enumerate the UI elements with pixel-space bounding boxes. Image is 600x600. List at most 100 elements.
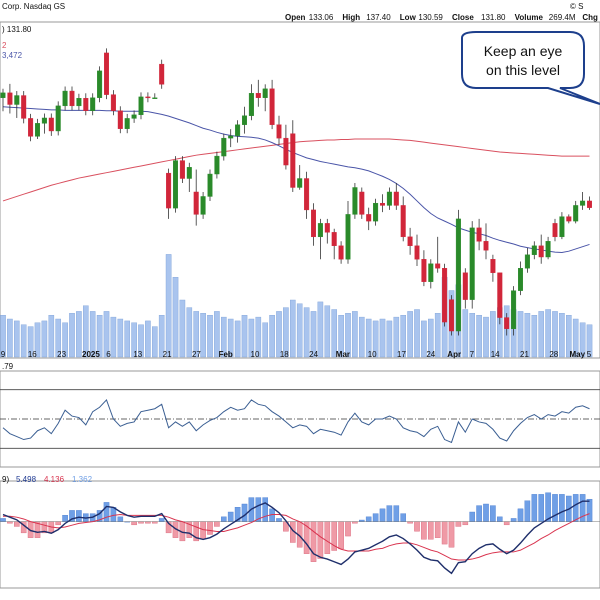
rsi-indicator bbox=[0, 389, 600, 449]
candle-up bbox=[124, 118, 130, 129]
volume-bar bbox=[89, 311, 96, 358]
candle-down bbox=[552, 223, 558, 238]
volume-bar bbox=[276, 311, 282, 358]
candle-up bbox=[76, 98, 82, 107]
ohlc-readout: Open 133.06 High 137.40 Low 130.59 Close 131.80… bbox=[285, 13, 598, 22]
x-tick-label: 10 bbox=[368, 350, 377, 359]
x-tick-label: 24 bbox=[309, 350, 318, 359]
candle-up bbox=[241, 115, 247, 125]
macd-histogram-bar bbox=[220, 516, 227, 522]
macd-histogram-bar bbox=[559, 494, 565, 522]
volume-bar bbox=[586, 324, 593, 358]
candle-down bbox=[421, 259, 427, 282]
candle-down bbox=[338, 245, 344, 260]
macd-histogram-bar bbox=[372, 513, 379, 522]
candle-down bbox=[587, 200, 593, 208]
candle-up bbox=[55, 105, 61, 132]
ohlc-label-5: Chg bbox=[582, 13, 598, 22]
rsi-panel bbox=[0, 370, 600, 468]
candle-up bbox=[345, 214, 351, 260]
volume-bar bbox=[220, 316, 227, 358]
callout-line-2: on this level bbox=[486, 62, 560, 78]
volume-bar bbox=[490, 311, 496, 358]
macd-histogram-bar bbox=[483, 503, 489, 522]
ohlc-value-4: 269.4M bbox=[549, 13, 576, 22]
volume-bar bbox=[538, 311, 544, 358]
header-corner-mark: © S bbox=[570, 2, 583, 11]
volume-bar bbox=[172, 277, 179, 358]
volume-bar bbox=[579, 322, 586, 358]
candle-down bbox=[414, 245, 420, 260]
macd-histogram-bar bbox=[448, 521, 455, 548]
volume-bar bbox=[283, 307, 289, 358]
ma-slow-line bbox=[2, 138, 590, 202]
x-tick-label: Apr bbox=[447, 350, 461, 359]
candle-down bbox=[497, 272, 503, 318]
macd-histogram-bar bbox=[200, 521, 206, 540]
candle-down bbox=[28, 118, 34, 137]
volume-bar bbox=[421, 320, 427, 358]
macd-histogram-bar bbox=[76, 510, 82, 522]
candle-down bbox=[331, 232, 337, 246]
volume-bar bbox=[365, 318, 372, 358]
macd-histogram-bar bbox=[441, 521, 448, 545]
volume-bar bbox=[48, 315, 55, 358]
volume-bar bbox=[20, 324, 27, 358]
candle-up bbox=[0, 92, 6, 98]
candle-up bbox=[545, 241, 551, 258]
candle-up bbox=[511, 290, 517, 329]
macd-histogram-bar bbox=[207, 521, 213, 535]
x-axis-labels: 9 16 23 2025 6 13 21 27 Feb 10 18 24 Mar 10 17 24 Apr 7 14… bbox=[1, 350, 592, 359]
candle-down bbox=[435, 263, 441, 269]
candle-down bbox=[304, 178, 310, 211]
x-tick-label: 9 bbox=[1, 350, 6, 359]
volume-bar bbox=[55, 318, 61, 358]
candle-up bbox=[228, 135, 234, 139]
volume-bar bbox=[400, 315, 407, 358]
volume-bar bbox=[352, 311, 358, 358]
volume-bar bbox=[372, 320, 379, 358]
candle-down bbox=[283, 137, 289, 166]
candle-down bbox=[407, 236, 413, 247]
candle-down bbox=[366, 214, 372, 222]
volume-bar bbox=[234, 320, 241, 358]
candle-down bbox=[276, 124, 282, 139]
volume-bar bbox=[379, 318, 386, 358]
macd-legend: 9) 5.498 4.136 1.362 bbox=[2, 475, 93, 484]
macd-histogram-bar bbox=[393, 505, 400, 522]
annotation-callout: Keep an eye on this level bbox=[461, 31, 600, 105]
volume-bar bbox=[255, 316, 262, 358]
candle-down bbox=[103, 52, 109, 95]
macd-histogram-bar bbox=[428, 521, 434, 540]
macd-histogram-bar bbox=[338, 521, 344, 550]
volume-bar bbox=[524, 313, 531, 358]
volume-bar bbox=[179, 299, 186, 358]
volume-bar bbox=[207, 315, 213, 358]
macd-histogram-bar bbox=[434, 521, 441, 538]
candle-up bbox=[14, 95, 20, 105]
candle-up bbox=[559, 216, 565, 238]
macd-histogram-bar bbox=[365, 516, 372, 522]
macd-histogram-bar bbox=[469, 511, 476, 522]
volume-bar bbox=[434, 313, 441, 358]
volume-bar bbox=[96, 315, 103, 358]
candle-up bbox=[317, 223, 323, 238]
candle-down bbox=[490, 259, 496, 273]
volume-bar bbox=[531, 315, 538, 358]
x-tick-label: 10 bbox=[251, 350, 260, 359]
macd-histogram-bar bbox=[131, 521, 137, 526]
volume-bar bbox=[414, 309, 420, 358]
candle-up bbox=[221, 137, 227, 157]
macd-histogram-bar bbox=[517, 508, 524, 522]
macd-legend-value-1: 4.136 bbox=[44, 475, 65, 484]
volume-bar bbox=[469, 313, 476, 358]
volume-bar bbox=[34, 322, 41, 358]
volume-bar bbox=[338, 315, 344, 358]
macd-histogram-bar bbox=[586, 498, 593, 522]
volume-bar bbox=[7, 318, 13, 358]
volume-bar bbox=[290, 299, 296, 358]
volume-bar bbox=[262, 322, 269, 358]
ohlc-value-2: 130.59 bbox=[418, 13, 443, 22]
x-tick-label: 28 bbox=[549, 350, 558, 359]
volume-bar bbox=[386, 320, 393, 358]
